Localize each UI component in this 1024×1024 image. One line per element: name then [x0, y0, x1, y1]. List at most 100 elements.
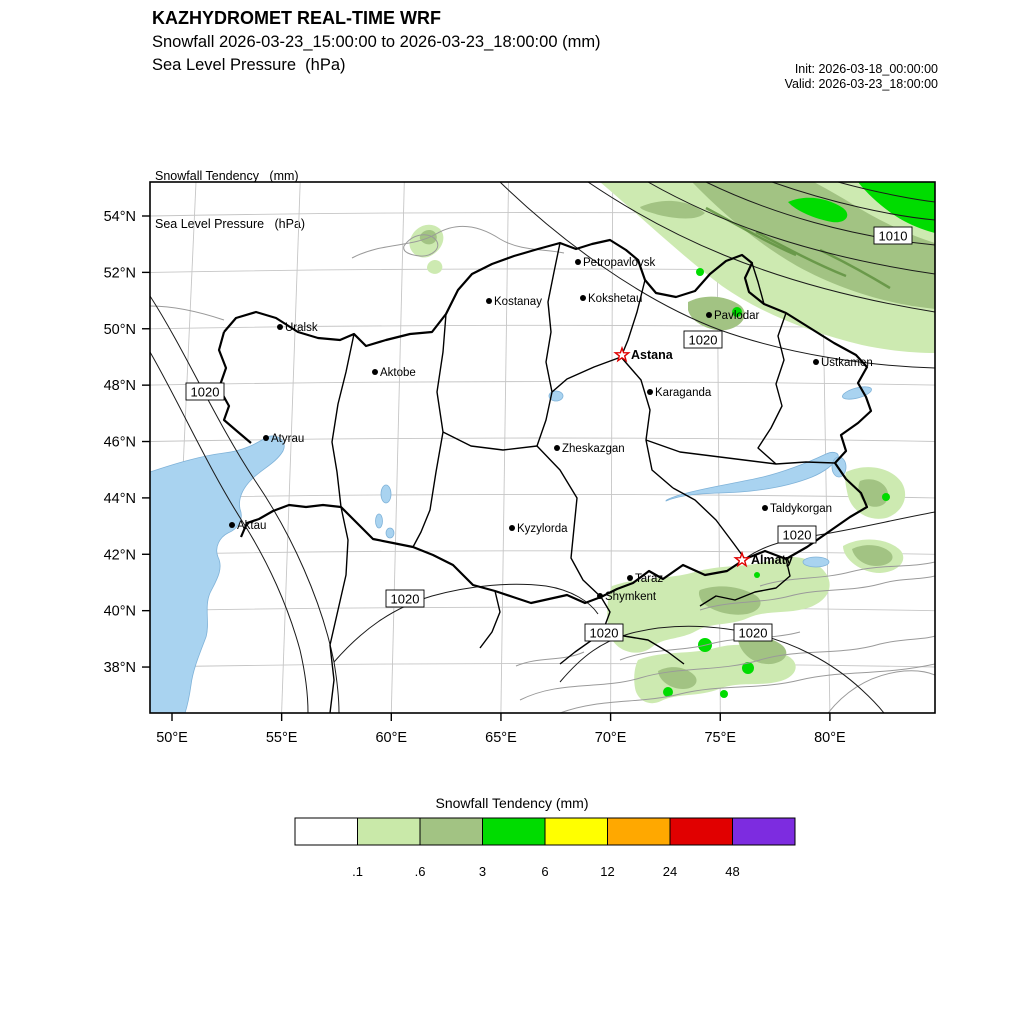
city-label: Astana — [631, 348, 674, 362]
oblast-border — [757, 312, 787, 465]
terrain-contours — [150, 225, 935, 713]
colorbar-title: Snowfall Tendency (mm) — [435, 795, 588, 811]
snow-medium-south-2 — [738, 636, 787, 665]
snow-bright-streak — [788, 197, 848, 223]
colorbar-segment — [732, 817, 796, 846]
pressure-label-text: 1020 — [391, 592, 420, 607]
snow-medium-streak — [640, 200, 705, 219]
pressure-contour — [150, 295, 340, 713]
snow-medium-pavlodar — [688, 296, 745, 331]
map-field-legend-line1: Snowfall Tendency (mm) — [155, 169, 299, 183]
city-label: Aktau — [237, 520, 266, 532]
terrain-contour — [559, 663, 935, 713]
terrain-contour — [351, 225, 565, 259]
neighbor-border — [699, 558, 791, 607]
kazakhstan-border — [223, 238, 873, 605]
colorbar-tick-label: 6 — [541, 864, 548, 879]
city-label: Aktobe — [380, 367, 416, 379]
neighbor-border — [479, 590, 501, 649]
pressure-contour — [587, 182, 935, 313]
map-field-legend-line2: Sea Level Pressure (hPa) — [155, 217, 306, 231]
capital-star-icon — [613, 345, 631, 363]
graticule-parallel — [150, 493, 935, 499]
city-dot-icon — [706, 312, 712, 318]
pressure-label-box — [733, 623, 773, 642]
pressure-label-box — [584, 623, 624, 642]
city-dot-icon — [486, 298, 492, 304]
pressure-contour — [333, 583, 599, 663]
oblast-border — [620, 279, 646, 358]
snow-bright-spot — [720, 690, 728, 698]
terrain-contour — [515, 651, 585, 667]
graticule-parallel — [150, 606, 935, 612]
pressure-contour — [499, 182, 935, 369]
capital-star-icon — [733, 550, 751, 568]
lat-axis-label: 48°N — [104, 378, 136, 394]
snowfall-shading-dark — [705, 206, 891, 290]
snow-dark-streak-2 — [755, 230, 847, 278]
oblast-border — [331, 333, 355, 508]
colorbar-segment — [294, 817, 358, 846]
snow-medium-east-mid-2 — [852, 545, 893, 566]
neighbor-border — [329, 506, 349, 713]
colorbar-segment — [544, 817, 608, 846]
oblast-borders — [331, 242, 836, 598]
city-label: Zheskazgan — [562, 443, 625, 455]
city-label: Karaganda — [655, 387, 712, 399]
city-dot-icon — [554, 445, 560, 451]
snowfall-shading-light — [409, 182, 935, 704]
city-dot-icon — [372, 369, 378, 375]
lon-axis-label: 70°E — [595, 730, 627, 746]
lat-axis-label: 54°N — [104, 209, 136, 225]
lat-axis-label: 50°N — [104, 322, 136, 338]
lat-axis-label: 42°N — [104, 547, 136, 563]
lon-axis-label: 50°E — [156, 730, 188, 746]
region-borders — [217, 238, 873, 713]
pressure-value-labels: 1010 1020 1020 1020 1020 1020 1020 — [185, 226, 913, 642]
pressure-contour — [771, 182, 935, 221]
oblast-border — [545, 242, 561, 393]
pressure-label-text: 1020 — [783, 528, 812, 543]
city-dot-icon — [575, 259, 581, 265]
lat-axis-label: 44°N — [104, 491, 136, 507]
oblast-border — [620, 356, 674, 489]
city-label: Taldykorgan — [770, 503, 832, 515]
valid-time-label: Valid: 2026-03-23_18:00:00 — [784, 77, 938, 91]
lon-axis-label: 65°E — [485, 730, 517, 746]
city-label: Petropavlovsk — [583, 257, 655, 269]
lon-axis-label: 60°E — [375, 730, 407, 746]
city-dot-icon — [597, 593, 603, 599]
pressure-label-text: 1010 — [879, 229, 908, 244]
pressure-label-box — [385, 589, 425, 608]
pressure-contour — [745, 511, 935, 559]
colorbar-segment — [607, 817, 671, 846]
city-label: Atyrau — [271, 433, 304, 445]
city-dot-icon — [509, 525, 515, 531]
aral-sea-remnant — [380, 484, 392, 504]
terrain-contour — [619, 631, 801, 661]
snowfall-shading-medium — [419, 182, 935, 689]
snow-medium-east-mid — [858, 479, 889, 507]
snow-medium-topcenter — [419, 230, 437, 245]
city-label: Shymkent — [605, 591, 657, 603]
pressure-contours — [150, 182, 935, 713]
snow-bright-spot — [696, 268, 704, 276]
colorbar-tick-label: .1 — [352, 864, 363, 879]
city-label: Uralsk — [285, 322, 318, 334]
city-dot-icon — [762, 505, 768, 511]
oblast-border — [536, 391, 553, 447]
snow-medium-south-1 — [698, 586, 761, 615]
pressure-contour — [647, 182, 935, 275]
map-field-legend: Snowfall Tendency (mm) Sea Level Pressur… — [155, 136, 305, 248]
snow-bright-spot — [754, 572, 760, 578]
oblast-border — [412, 313, 447, 548]
terrain-contour — [150, 305, 225, 321]
graticule-parallel — [150, 550, 935, 555]
oblast-border — [751, 262, 765, 305]
city-dot-icon — [627, 575, 633, 581]
snowfall-shading-bright — [663, 182, 935, 698]
snow-bright-spot — [663, 687, 673, 697]
lon-axis-label: 75°E — [704, 730, 736, 746]
city-label: Kyzylorda — [517, 523, 568, 535]
